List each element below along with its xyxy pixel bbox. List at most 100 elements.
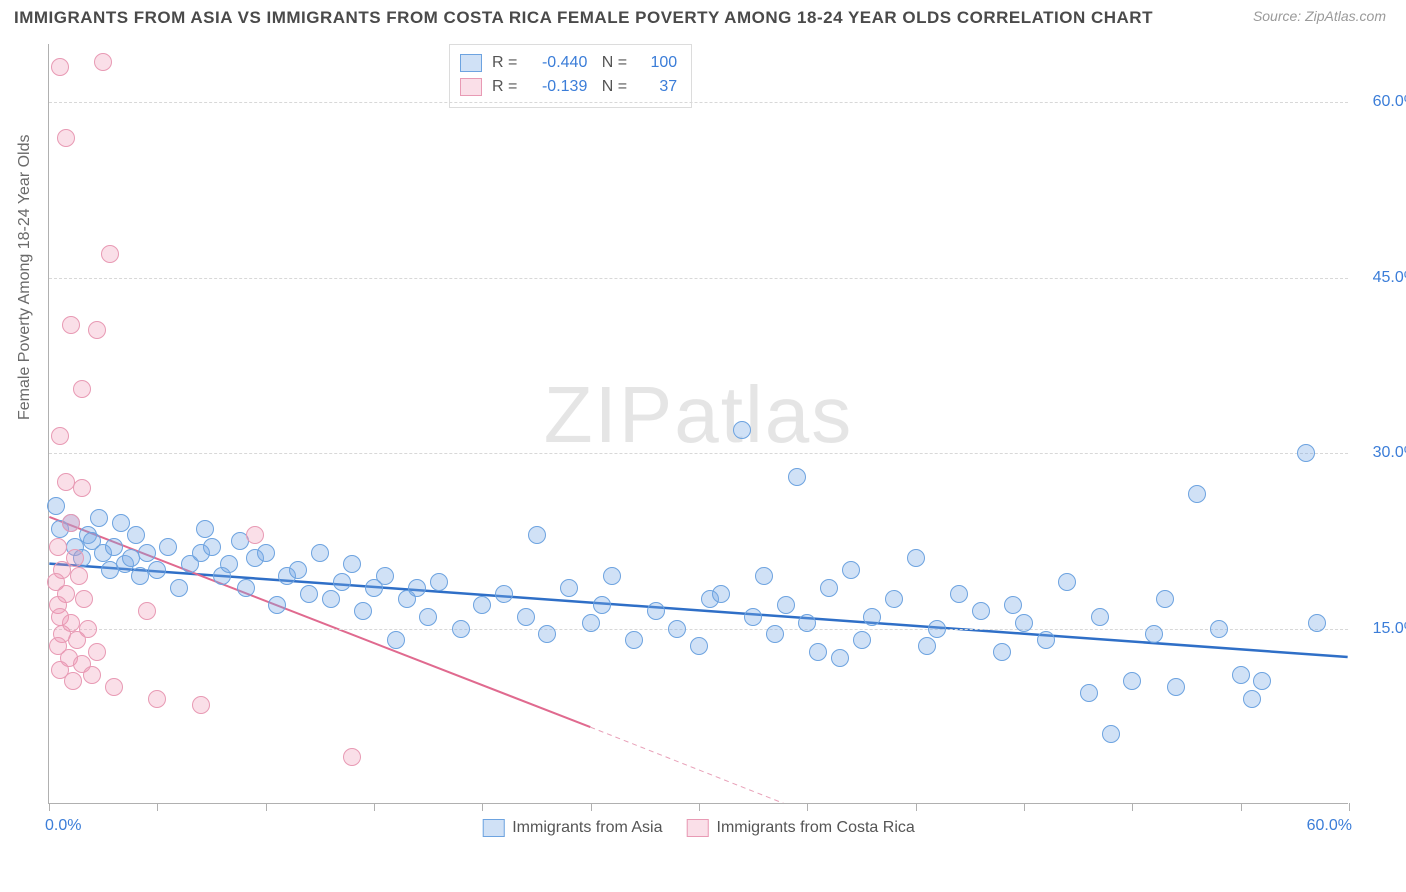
data-point-asia xyxy=(918,637,936,655)
data-point-asia xyxy=(452,620,470,638)
y-axis-title: Female Poverty Among 18-24 Year Olds xyxy=(16,135,34,421)
data-point-asia xyxy=(105,538,123,556)
data-point-asia xyxy=(560,579,578,597)
data-point-asia xyxy=(300,585,318,603)
data-point-costarica xyxy=(101,245,119,263)
data-point-asia xyxy=(387,631,405,649)
swatch-asia xyxy=(460,54,482,72)
data-point-asia xyxy=(593,596,611,614)
x-tick xyxy=(699,803,700,811)
watermark-zip: ZIP xyxy=(544,369,674,458)
data-point-costarica xyxy=(73,479,91,497)
swatch-costarica xyxy=(460,78,482,96)
y-tick-label: 60.0% xyxy=(1358,93,1406,111)
n-value: 37 xyxy=(637,75,677,99)
y-tick-label: 30.0% xyxy=(1358,444,1406,462)
legend-swatch xyxy=(482,819,504,837)
data-point-asia xyxy=(495,585,513,603)
data-point-costarica xyxy=(73,380,91,398)
data-point-asia xyxy=(322,590,340,608)
data-point-asia xyxy=(1210,620,1228,638)
data-point-asia xyxy=(744,608,762,626)
data-point-asia xyxy=(1004,596,1022,614)
data-point-costarica xyxy=(62,514,80,532)
data-point-asia xyxy=(1156,590,1174,608)
stats-row-costarica: R =-0.139 N =37 xyxy=(460,75,677,99)
data-point-asia xyxy=(1058,573,1076,591)
data-point-asia xyxy=(647,602,665,620)
data-point-asia xyxy=(755,567,773,585)
watermark: ZIPatlas xyxy=(544,368,853,460)
x-tick xyxy=(49,803,50,811)
data-point-asia xyxy=(733,421,751,439)
x-tick xyxy=(482,803,483,811)
data-point-asia xyxy=(538,625,556,643)
data-point-costarica xyxy=(68,631,86,649)
grid-line xyxy=(49,278,1348,279)
x-tick xyxy=(916,803,917,811)
stats-row-asia: R =-0.440 N =100 xyxy=(460,51,677,75)
data-point-asia xyxy=(853,631,871,649)
data-point-asia xyxy=(625,631,643,649)
r-label: R = xyxy=(492,75,517,99)
scatter-plot: ZIPatlas R =-0.440 N =100R =-0.139 N =37… xyxy=(48,44,1348,804)
x-tick xyxy=(1241,803,1242,811)
data-point-asia xyxy=(220,555,238,573)
data-point-asia xyxy=(203,538,221,556)
x-tick xyxy=(266,803,267,811)
data-point-asia xyxy=(1243,690,1261,708)
data-point-asia xyxy=(1253,672,1271,690)
data-point-asia xyxy=(47,497,65,515)
data-point-asia xyxy=(1167,678,1185,696)
x-axis-min-label: 0.0% xyxy=(45,817,81,835)
trend-lines xyxy=(49,44,1348,803)
data-point-asia xyxy=(90,509,108,527)
data-point-asia xyxy=(582,614,600,632)
x-tick xyxy=(1024,803,1025,811)
data-point-asia xyxy=(419,608,437,626)
y-tick-label: 45.0% xyxy=(1358,269,1406,287)
data-point-asia xyxy=(1080,684,1098,702)
data-point-asia xyxy=(196,520,214,538)
data-point-asia xyxy=(777,596,795,614)
data-point-costarica xyxy=(138,602,156,620)
data-point-asia xyxy=(950,585,968,603)
data-point-asia xyxy=(863,608,881,626)
data-point-asia xyxy=(408,579,426,597)
data-point-asia xyxy=(159,538,177,556)
data-point-asia xyxy=(788,468,806,486)
x-tick xyxy=(591,803,592,811)
grid-line xyxy=(49,102,1348,103)
data-point-costarica xyxy=(57,129,75,147)
data-point-asia xyxy=(170,579,188,597)
data-point-asia xyxy=(972,602,990,620)
data-point-asia xyxy=(148,561,166,579)
x-tick xyxy=(807,803,808,811)
data-point-costarica xyxy=(51,427,69,445)
data-point-asia xyxy=(1308,614,1326,632)
data-point-asia xyxy=(907,549,925,567)
data-point-costarica xyxy=(51,58,69,76)
legend-label: Immigrants from Costa Rica xyxy=(717,819,915,837)
data-point-asia xyxy=(1232,666,1250,684)
data-point-costarica xyxy=(246,526,264,544)
data-point-asia xyxy=(809,643,827,661)
legend-swatch xyxy=(687,819,709,837)
data-point-asia xyxy=(885,590,903,608)
x-tick xyxy=(157,803,158,811)
data-point-asia xyxy=(112,514,130,532)
x-axis-max-label: 60.0% xyxy=(1307,817,1352,835)
n-label: N = xyxy=(597,51,627,75)
data-point-asia xyxy=(343,555,361,573)
data-point-asia xyxy=(333,573,351,591)
data-point-asia xyxy=(257,544,275,562)
data-point-asia xyxy=(766,625,784,643)
grid-line xyxy=(49,453,1348,454)
data-point-asia xyxy=(820,579,838,597)
data-point-costarica xyxy=(83,666,101,684)
data-point-asia xyxy=(928,620,946,638)
y-tick-label: 15.0% xyxy=(1358,620,1406,638)
x-tick xyxy=(374,803,375,811)
data-point-asia xyxy=(268,596,286,614)
data-point-asia xyxy=(1102,725,1120,743)
